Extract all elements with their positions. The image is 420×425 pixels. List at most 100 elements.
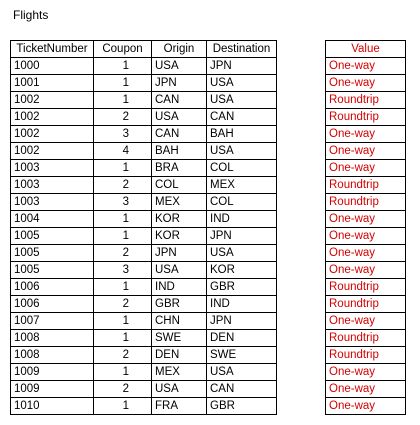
ticket-number-cell[interactable]: 1005 [10,227,94,245]
destination-cell[interactable]: JPN [206,312,277,330]
ticket-number-cell[interactable]: 1003 [10,176,94,194]
origin-cell[interactable]: SWE [151,329,207,347]
destination-cell[interactable]: GBR [206,278,277,296]
origin-cell[interactable]: USA [151,261,207,279]
value-cell[interactable]: Roundtrip [325,193,406,211]
coupon-cell[interactable]: 3 [93,193,152,211]
ticket-number-cell[interactable]: 1008 [10,346,94,364]
header-ticket-number[interactable]: TicketNumber [10,40,94,58]
value-cell[interactable]: Roundtrip [325,346,406,364]
value-cell[interactable]: One-way [325,125,406,143]
value-cell[interactable]: One-way [325,227,406,245]
destination-cell[interactable]: USA [206,142,277,160]
destination-cell[interactable]: MEX [206,176,277,194]
origin-cell[interactable]: IND [151,278,207,296]
destination-cell[interactable]: CAN [206,108,277,126]
origin-cell[interactable]: CAN [151,125,207,143]
coupon-cell[interactable]: 4 [93,142,152,160]
coupon-cell[interactable]: 2 [93,295,152,313]
destination-cell[interactable]: JPN [206,227,277,245]
coupon-cell[interactable]: 2 [93,380,152,398]
header-coupon[interactable]: Coupon [93,40,152,58]
destination-cell[interactable]: CAN [206,380,277,398]
coupon-cell[interactable]: 1 [93,397,152,415]
ticket-number-cell[interactable]: 1003 [10,159,94,177]
ticket-number-cell[interactable]: 1000 [10,57,94,75]
ticket-number-cell[interactable]: 1007 [10,312,94,330]
header-value[interactable]: Value [325,40,406,58]
header-destination[interactable]: Destination [206,40,277,58]
coupon-cell[interactable]: 3 [93,125,152,143]
ticket-number-cell[interactable]: 1003 [10,193,94,211]
origin-cell[interactable]: BAH [151,142,207,160]
origin-cell[interactable]: CAN [151,91,207,109]
value-cell[interactable]: One-way [325,57,406,75]
value-cell[interactable]: One-way [325,261,406,279]
coupon-cell[interactable]: 1 [93,329,152,347]
ticket-number-cell[interactable]: 1008 [10,329,94,347]
destination-cell[interactable]: USA [206,244,277,262]
origin-cell[interactable]: MEX [151,193,207,211]
coupon-cell[interactable]: 2 [93,176,152,194]
origin-cell[interactable]: COL [151,176,207,194]
origin-cell[interactable]: USA [151,108,207,126]
origin-cell[interactable]: BRA [151,159,207,177]
value-cell[interactable]: One-way [325,142,406,160]
destination-cell[interactable]: USA [206,74,277,92]
ticket-number-cell[interactable]: 1002 [10,108,94,126]
coupon-cell[interactable]: 1 [93,57,152,75]
coupon-cell[interactable]: 1 [93,159,152,177]
value-cell[interactable]: Roundtrip [325,91,406,109]
destination-cell[interactable]: IND [206,210,277,228]
value-cell[interactable]: Roundtrip [325,278,406,296]
ticket-number-cell[interactable]: 1002 [10,142,94,160]
ticket-number-cell[interactable]: 1001 [10,74,94,92]
destination-cell[interactable]: USA [206,363,277,381]
origin-cell[interactable]: GBR [151,295,207,313]
ticket-number-cell[interactable]: 1010 [10,397,94,415]
header-origin[interactable]: Origin [151,40,207,58]
origin-cell[interactable]: JPN [151,244,207,262]
value-cell[interactable]: One-way [325,159,406,177]
coupon-cell[interactable]: 2 [93,244,152,262]
origin-cell[interactable]: DEN [151,346,207,364]
coupon-cell[interactable]: 1 [93,74,152,92]
ticket-number-cell[interactable]: 1005 [10,244,94,262]
value-cell[interactable]: Roundtrip [325,329,406,347]
ticket-number-cell[interactable]: 1006 [10,278,94,296]
origin-cell[interactable]: KOR [151,210,207,228]
destination-cell[interactable]: COL [206,159,277,177]
origin-cell[interactable]: CHN [151,312,207,330]
destination-cell[interactable]: IND [206,295,277,313]
coupon-cell[interactable]: 1 [93,312,152,330]
destination-cell[interactable]: SWE [206,346,277,364]
origin-cell[interactable]: MEX [151,363,207,381]
value-cell[interactable]: One-way [325,244,406,262]
destination-cell[interactable]: JPN [206,57,277,75]
coupon-cell[interactable]: 2 [93,108,152,126]
destination-cell[interactable]: KOR [206,261,277,279]
destination-cell[interactable]: BAH [206,125,277,143]
value-cell[interactable]: One-way [325,397,406,415]
ticket-number-cell[interactable]: 1009 [10,363,94,381]
ticket-number-cell[interactable]: 1009 [10,380,94,398]
origin-cell[interactable]: KOR [151,227,207,245]
value-cell[interactable]: Roundtrip [325,108,406,126]
value-cell[interactable]: Roundtrip [325,295,406,313]
value-cell[interactable]: Roundtrip [325,176,406,194]
coupon-cell[interactable]: 1 [93,363,152,381]
origin-cell[interactable]: FRA [151,397,207,415]
value-cell[interactable]: One-way [325,363,406,381]
ticket-number-cell[interactable]: 1004 [10,210,94,228]
value-cell[interactable]: One-way [325,210,406,228]
value-cell[interactable]: One-way [325,312,406,330]
value-cell[interactable]: One-way [325,380,406,398]
destination-cell[interactable]: USA [206,91,277,109]
coupon-cell[interactable]: 1 [93,210,152,228]
coupon-cell[interactable]: 3 [93,261,152,279]
ticket-number-cell[interactable]: 1002 [10,125,94,143]
destination-cell[interactable]: GBR [206,397,277,415]
origin-cell[interactable]: JPN [151,74,207,92]
origin-cell[interactable]: USA [151,57,207,75]
coupon-cell[interactable]: 1 [93,278,152,296]
